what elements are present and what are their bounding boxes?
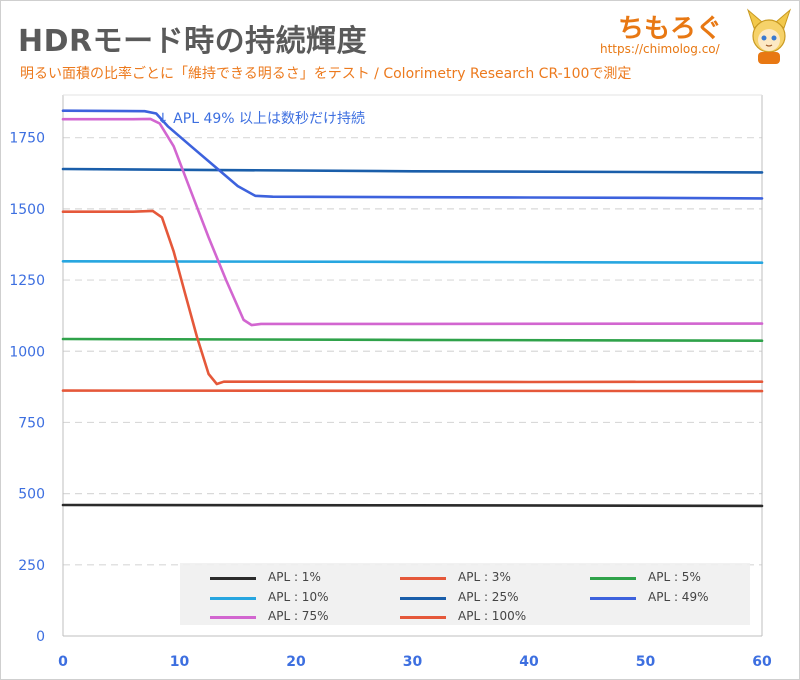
axes <box>62 94 763 637</box>
legend-swatch <box>400 577 446 580</box>
legend: APL : 1% APL : 3% APL : 5% APL : 10% APL : 2… <box>180 563 750 625</box>
chart-title: HDRモード時の持続輝度 <box>18 24 368 59</box>
legend-label: APL : 100% <box>458 609 527 623</box>
series-line-3 <box>61 337 764 342</box>
legend-swatch <box>590 597 636 600</box>
legend-label: APL : 5% <box>648 570 701 584</box>
legend-label: APL : 1% <box>268 570 321 584</box>
x-tick-label: 10 <box>170 654 190 670</box>
series-line-7 <box>61 117 764 327</box>
legend-label: APL : 10% <box>268 590 329 604</box>
y-tick-label: 1750 <box>9 131 45 147</box>
legend-swatch <box>210 616 256 619</box>
legend-swatch <box>400 616 446 619</box>
mascot-icon <box>746 8 792 64</box>
x-tick-label: 30 <box>403 654 423 670</box>
logo-text: ちもろぐ <box>618 14 723 44</box>
y-tick-labels: 0 250 500 750 1000 1250 1500 1750 <box>9 131 45 645</box>
legend-label: APL : 25% <box>458 590 519 604</box>
y-tick-label: 1250 <box>9 273 45 289</box>
y-tick-label: 1000 <box>9 344 45 360</box>
series-line-1 <box>61 503 764 508</box>
legend-swatch <box>590 577 636 580</box>
legend-swatch <box>400 597 446 600</box>
x-tick-label: 0 <box>58 654 68 670</box>
y-tick-label: 750 <box>18 415 45 431</box>
series-line-4 <box>61 260 764 264</box>
series-lines <box>61 109 764 508</box>
y-tick-label: 1500 <box>9 202 45 218</box>
x-tick-label: 40 <box>519 654 539 670</box>
grid-lines <box>63 137 762 566</box>
x-tick-label: 60 <box>752 654 772 670</box>
series-line-5 <box>61 167 764 174</box>
x-tick-labels: 0 10 20 30 40 50 60 <box>58 654 772 670</box>
legend-label: APL : 75% <box>268 609 329 623</box>
chart-subtitle: 明るい面積の比率ごとに「維持できる明るさ」をテスト / Colorimetry … <box>20 66 632 82</box>
y-tick-label: 250 <box>18 558 45 574</box>
x-tick-label: 20 <box>286 654 306 670</box>
x-tick-label: 50 <box>636 654 656 670</box>
series-line-2 <box>61 389 764 393</box>
legend-label: APL : 49% <box>648 590 709 604</box>
site-logo: ちもろぐ https://chimolog.co/ <box>596 4 796 68</box>
chart-annotation: ↓ APL 49% 以上は数秒だけ持続 <box>157 111 366 127</box>
series-line-6 <box>61 109 764 200</box>
logo-url: https://chimolog.co/ <box>600 42 720 56</box>
legend-label: APL : 3% <box>458 570 511 584</box>
legend-swatch <box>210 577 256 580</box>
legend-swatch <box>210 597 256 600</box>
y-tick-label: 500 <box>18 487 45 503</box>
series-line-8 <box>61 209 764 386</box>
y-tick-label: 0 <box>36 629 45 645</box>
